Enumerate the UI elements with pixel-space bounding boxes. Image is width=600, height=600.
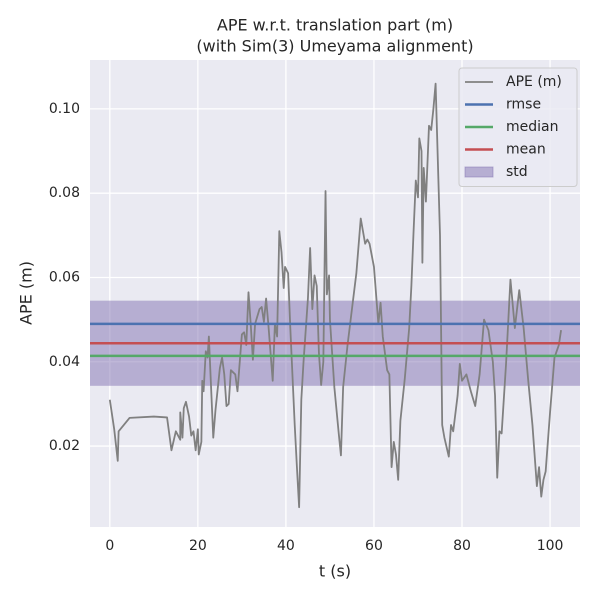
y-axis-label: APE (m)	[17, 261, 36, 325]
legend-label: APE (m)	[506, 74, 562, 90]
y-tick-label: 0.04	[49, 354, 80, 370]
y-tick-label: 0.08	[49, 185, 80, 201]
y-tick-label: 0.06	[49, 269, 80, 285]
legend-swatch	[464, 166, 494, 178]
y-tick-label: 0.10	[49, 101, 80, 117]
x-tick-label: 100	[537, 538, 564, 554]
legend-label: std	[506, 164, 528, 180]
legend-label: mean	[506, 142, 546, 158]
x-axis-label: t (s)	[319, 562, 351, 581]
chart-subtitle: (with Sim(3) Umeyama alignment)	[196, 37, 473, 56]
legend-box	[458, 67, 578, 187]
legend-label: rmse	[506, 97, 541, 113]
chart-title: APE w.r.t. translation part (m)	[217, 16, 453, 35]
ape-line	[108, 82, 562, 509]
y-tick-label: 0.02	[49, 438, 80, 454]
x-tick-label: 60	[365, 538, 383, 554]
x-tick-label: 0	[105, 538, 114, 554]
x-tick-label: 40	[277, 538, 295, 554]
x-tick-label: 80	[453, 538, 471, 554]
legend-label: median	[506, 119, 558, 135]
x-tick-label: 20	[189, 538, 207, 554]
